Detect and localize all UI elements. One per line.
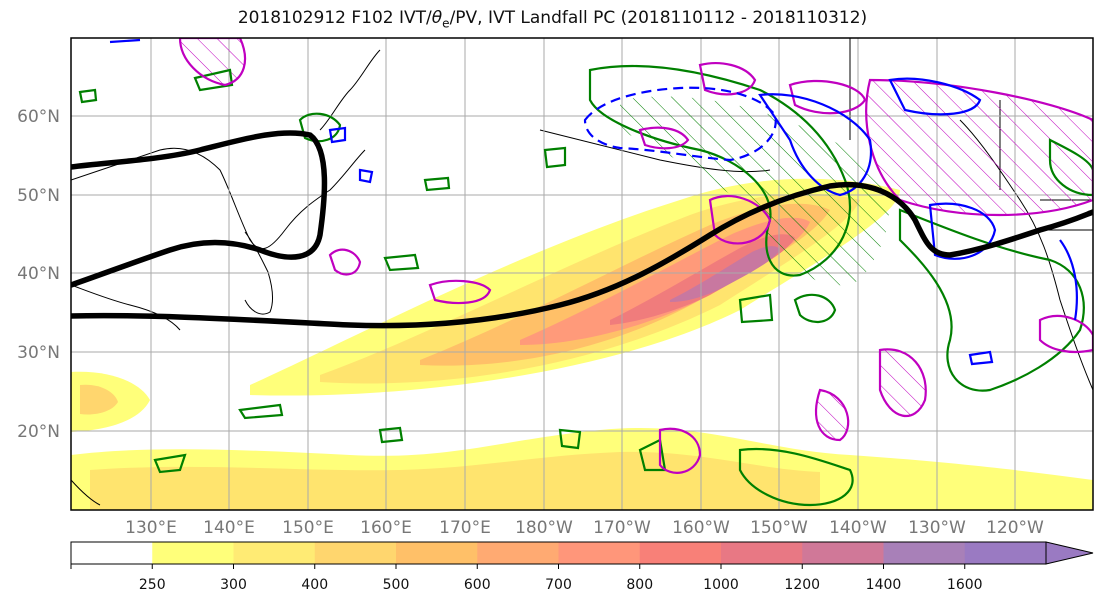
colorbar-tick-label: 1600 [947, 577, 983, 593]
lon-label-170e: 170°E [439, 518, 491, 538]
magenta-contours [178, 38, 1093, 474]
colorbar-bin [233, 542, 316, 564]
lon-label-120w: 120°W [986, 518, 1044, 538]
colorbar-tick-label: 250 [139, 577, 166, 593]
colorbar-extend-arrow [1045, 541, 1094, 565]
colorbar-tick-label: 800 [626, 577, 653, 593]
pv-contours [71, 130, 1093, 329]
colorbar-bin [883, 542, 966, 564]
colorbar-tick-label: 1000 [703, 577, 739, 593]
title-prefix: 2018102912 F102 IVT/ [237, 8, 432, 28]
lon-label-160e: 160°E [360, 518, 412, 538]
title-suffix: /PV, IVT Landfall PC (2018110112 - 20181… [449, 8, 868, 28]
lon-label-130w: 130°W [908, 518, 966, 538]
lon-label-130e: 130°E [125, 518, 177, 538]
lat-label-40: 40°N [17, 264, 60, 284]
colorbar-tick-label: 500 [383, 577, 410, 593]
lat-label-50: 50°N [17, 186, 60, 206]
lon-label-180w: 180°W [515, 518, 573, 538]
colorbar-bin [396, 542, 478, 564]
title-theta: θ [431, 8, 443, 28]
lat-label-20: 20°N [17, 422, 60, 442]
colorbar-bin [802, 542, 885, 564]
colorbar-tick-label: 1400 [866, 577, 902, 593]
lat-label-60: 60°N [17, 107, 60, 127]
lon-tick-labels: 130°E 140°E 150°E 160°E 170°E 180°W 170°… [125, 518, 1044, 538]
colorbar-bin [152, 542, 235, 564]
colorbar-bin [314, 542, 397, 564]
colorbar-tick-label: 700 [545, 577, 572, 593]
title-subscript: e [442, 16, 450, 31]
map-frame [70, 37, 1094, 511]
colorbar: 250 300 400 500 600 700 800 1000 1200 1400 1600 [70, 541, 1094, 593]
colorbar-bin [558, 542, 641, 564]
colorbar-tick-label: 600 [464, 577, 491, 593]
blue-contours [109, 38, 1078, 366]
colorbar-ticks: 250 300 400 500 600 700 800 1000 1200 1400 1600 [70, 564, 983, 593]
lon-label-150e: 150°E [282, 518, 334, 538]
colorbar-bin [639, 542, 722, 564]
colorbar-bin [71, 542, 153, 564]
lon-label-160w: 160°W [672, 518, 730, 538]
colorbar-bin [964, 542, 1047, 564]
colorbar-bin [721, 542, 803, 564]
lon-label-140w: 140°W [829, 518, 887, 538]
lon-label-170w: 170°W [593, 518, 651, 538]
colorbar-bins [70, 541, 1094, 565]
lat-label-30: 30°N [17, 343, 60, 363]
colorbar-bin [477, 542, 560, 564]
figure-title: 2018102912 F102 IVT/θe/PV, IVT Landfall … [0, 8, 1105, 30]
lat-tick-labels: 60°N 50°N 40°N 30°N 20°N [17, 107, 60, 442]
lon-label-140e: 140°E [203, 518, 255, 538]
colorbar-tick-label: 300 [220, 577, 247, 593]
colorbar-tick-label: 400 [301, 577, 328, 593]
lon-label-150w: 150°W [750, 518, 808, 538]
colorbar-tick-label: 1200 [784, 577, 820, 593]
